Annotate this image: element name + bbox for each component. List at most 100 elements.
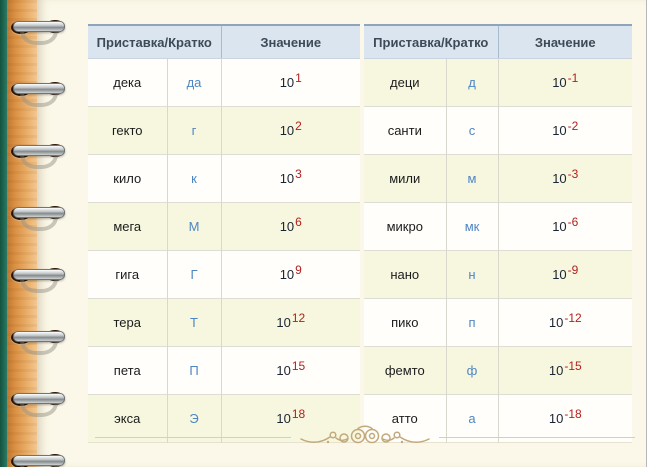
value-cell: 10-15 — [498, 346, 633, 395]
value-cell: 109 — [221, 250, 361, 299]
power-exponent: 18 — [291, 406, 306, 421]
notebook-spine — [0, 0, 7, 467]
table-header-row: Приставка/Кратко Значение — [88, 24, 361, 59]
table-row: пико п 10-12 — [364, 298, 633, 347]
abbreviation-cell: Г — [167, 250, 222, 299]
value-cell: 10-1 — [498, 59, 632, 107]
value-cell: 1018 — [221, 394, 361, 443]
prefix-cell: нано — [364, 250, 447, 299]
value-cell: 10-12 — [498, 298, 633, 347]
prefix-short-header: Приставка/Кратко — [88, 24, 222, 59]
abbreviation-cell: а — [446, 394, 499, 443]
value-cell: 106 — [221, 202, 361, 251]
binder-ring-icon — [8, 322, 70, 355]
divider-line — [439, 436, 635, 438]
power-exponent: -1 — [567, 70, 579, 85]
abbreviation-cell: Т — [167, 298, 222, 347]
table-row: нано н 10-9 — [364, 250, 633, 299]
abbreviation-cell: г — [167, 106, 222, 155]
binder-ring-icon — [8, 446, 70, 467]
table-submultiples: Приставка/Кратко Значение деци д 10-1 санти… — [364, 24, 633, 443]
power-base: 10 — [276, 411, 291, 426]
prefix-cell: гекто — [88, 106, 168, 155]
abbreviation-cell: мк — [446, 202, 499, 251]
table-multiples: Приставка/Кратко Значение дека да 101 гекто… — [88, 24, 361, 443]
prefix-cell: пета — [88, 346, 168, 395]
prefix-cell: тера — [88, 298, 168, 347]
notebook-wood-strip — [7, 0, 37, 467]
power-exponent: -6 — [567, 214, 579, 229]
table-row: кило к 103 — [88, 154, 361, 203]
bottom-divider — [95, 424, 635, 450]
power-exponent: -2 — [567, 118, 579, 133]
value-cell: 10-3 — [498, 154, 633, 203]
prefix-cell: деци — [364, 58, 447, 107]
table-row: атто а 10-18 — [364, 394, 633, 443]
table-row: санти с 10-2 — [364, 106, 633, 155]
table-row: мили м 10-3 — [364, 154, 633, 203]
binder-ring-icon — [8, 136, 70, 169]
value-cell: 10-9 — [498, 250, 633, 299]
value-cell: 1012 — [221, 298, 361, 347]
abbreviation-cell: Э — [167, 394, 222, 443]
power-base: 10 — [276, 315, 291, 330]
power-exponent: 15 — [291, 358, 306, 373]
table-row: дека да 101 — [88, 58, 361, 107]
value-cell: 102 — [221, 106, 361, 155]
power-base: 10 — [548, 315, 564, 330]
power-exponent: 1 — [295, 70, 302, 85]
value-cell: 101 — [221, 59, 360, 107]
prefix-cell: мега — [88, 202, 168, 251]
power-base: 10 — [279, 75, 295, 90]
power-base: 10 — [276, 363, 291, 378]
value-cell: 10-18 — [498, 394, 633, 443]
table-row: пета П 1015 — [88, 346, 361, 395]
table-header-row: Приставка/Кратко Значение — [364, 24, 633, 59]
power-base: 10 — [552, 267, 567, 282]
abbreviation-cell: м — [446, 154, 499, 203]
power-base: 10 — [548, 363, 564, 378]
prefix-cell: пико — [364, 298, 447, 347]
prefix-cell: санти — [364, 106, 447, 155]
power-exponent: 6 — [295, 214, 302, 229]
prefix-tables: Приставка/Кратко Значение дека да 101 гекто… — [88, 24, 633, 443]
power-base: 10 — [279, 219, 295, 234]
abbreviation-cell: П — [167, 346, 222, 395]
prefix-cell: дека — [88, 58, 168, 107]
power-exponent: -3 — [567, 166, 579, 181]
prefix-cell: фемто — [364, 346, 447, 395]
value-cell: 10-6 — [498, 202, 633, 251]
abbreviation-cell: да — [167, 58, 222, 107]
power-exponent: 12 — [291, 310, 306, 325]
power-exponent: -15 — [564, 358, 582, 373]
power-base: 10 — [279, 267, 295, 282]
spiral-binding — [8, 0, 70, 467]
abbreviation-cell: к — [167, 154, 222, 203]
power-base: 10 — [279, 171, 295, 186]
power-exponent: 3 — [295, 166, 302, 181]
power-exponent: -12 — [564, 310, 582, 325]
power-base: 10 — [552, 171, 567, 186]
table-row: гекто г 102 — [88, 106, 361, 155]
prefix-cell: гига — [88, 250, 168, 299]
prefix-short-header: Приставка/Кратко — [364, 24, 499, 59]
power-exponent: 2 — [295, 118, 302, 133]
power-base: 10 — [552, 75, 567, 90]
table-row: гига Г 109 — [88, 250, 361, 299]
value-header: Значение — [497, 24, 633, 59]
power-exponent: -9 — [567, 262, 579, 277]
power-base: 10 — [279, 123, 295, 138]
table-row: микро мк 10-6 — [364, 202, 633, 251]
power-base: 10 — [552, 123, 567, 138]
abbreviation-cell: М — [167, 202, 222, 251]
binder-ring-icon — [8, 260, 70, 293]
table-row: мега М 106 — [88, 202, 361, 251]
power-base: 10 — [548, 411, 564, 426]
table-row: деци д 10-1 — [364, 58, 633, 107]
binder-ring-icon — [8, 384, 70, 417]
value-cell: 10-2 — [498, 106, 633, 155]
prefix-cell: кило — [88, 154, 168, 203]
table-row: фемто ф 10-15 — [364, 346, 633, 395]
abbreviation-cell: с — [446, 106, 499, 155]
